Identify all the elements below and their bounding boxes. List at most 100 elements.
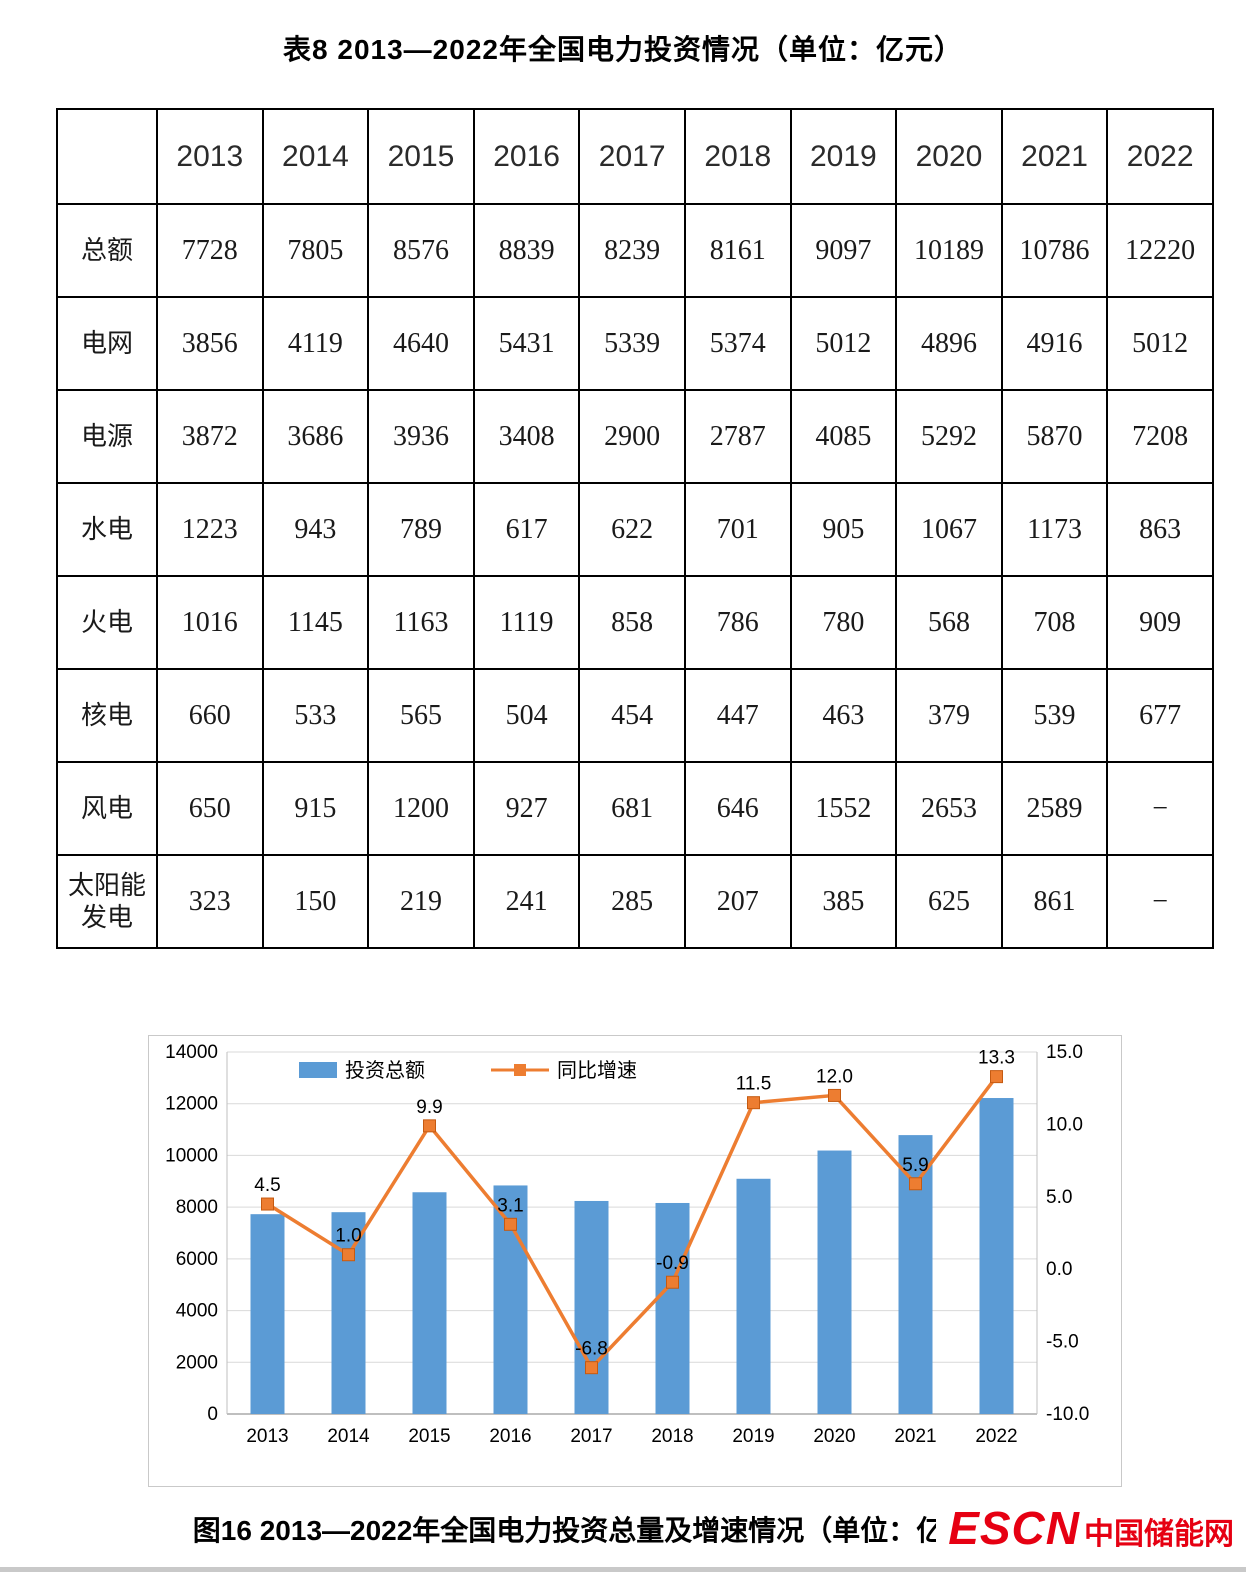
row-label: 总额 — [56, 203, 158, 298]
table-cell: 4640 — [367, 296, 475, 391]
chart-marker — [261, 1197, 274, 1211]
chart-line — [266, 1075, 998, 1371]
table-cell: − — [1106, 854, 1214, 949]
row-label: 水电 — [56, 482, 158, 577]
table-row: 核电 660 533 565 504 454 447 463 379 539 677 — [56, 668, 1214, 763]
table-cell: 1067 — [895, 482, 1003, 577]
chart-bar — [655, 1202, 690, 1414]
table-cell: 943 — [261, 482, 370, 577]
row-label: 电网 — [56, 296, 158, 391]
table-cell: 219 — [367, 854, 475, 949]
chart-marker — [828, 1088, 841, 1102]
x-axis-tick: 2019 — [732, 1426, 774, 1447]
table-cell: 150 — [261, 854, 370, 949]
chart-marker — [342, 1248, 355, 1262]
year-header: 2016 — [472, 108, 581, 205]
table-cell: 533 — [261, 668, 370, 763]
table-cell: 3408 — [472, 389, 581, 484]
table-cell: 650 — [156, 761, 264, 856]
point-label: -6.8 — [575, 1339, 608, 1360]
table-cell: 909 — [1106, 575, 1214, 670]
table-cell: 447 — [683, 668, 792, 763]
x-axis-tick: 2013 — [246, 1426, 288, 1447]
table-cell: 323 — [156, 854, 264, 949]
table-cell: 789 — [367, 482, 475, 577]
table-row: 水电 1223 943 789 617 622 701 905 1067 1173 863 — [56, 482, 1214, 577]
table-cell: 622 — [578, 482, 686, 577]
escn-logo: ESCN 中国储能网 — [936, 1505, 1234, 1551]
table-cell: 1145 — [261, 575, 370, 670]
right-axis-tick: -5.0 — [1046, 1332, 1079, 1353]
table-row: 火电 1016 1145 1163 1119 858 786 780 568 708 909 — [56, 575, 1214, 670]
year-header: 2019 — [789, 108, 898, 205]
year-header: 2021 — [1000, 108, 1109, 205]
table-title: 表8 2013—2022年全国电力投资情况（单位：亿元） — [283, 34, 963, 65]
row-label: 风电 — [56, 761, 158, 856]
table-cell: 1016 — [156, 575, 264, 670]
year-header: 2013 — [156, 108, 264, 205]
point-label: 11.5 — [736, 1074, 772, 1095]
page-bottom-edge — [0, 1567, 1246, 1572]
chart-marker — [747, 1096, 760, 1110]
power-investment-table: 2013 2014 2015 2016 2017 2018 2019 2020 2021 2022… — [56, 108, 1214, 949]
table-cell: 241 — [472, 854, 581, 949]
point-label: 5.9 — [902, 1155, 928, 1176]
x-axis-tick: 2018 — [651, 1426, 693, 1447]
table-cell: 905 — [789, 482, 898, 577]
table-cell: 8161 — [683, 203, 792, 298]
table-cell: 565 — [367, 668, 475, 763]
table-cell: 7208 — [1106, 389, 1214, 484]
table-cell: 2787 — [683, 389, 792, 484]
table-cell: 504 — [472, 668, 581, 763]
table-cell: 786 — [683, 575, 792, 670]
table-cell: 617 — [472, 482, 581, 577]
table-cell: 1200 — [367, 761, 475, 856]
row-label: 电源 — [56, 389, 158, 484]
table-cell: 927 — [472, 761, 581, 856]
table-cell: 3936 — [367, 389, 475, 484]
year-header: 2017 — [578, 108, 686, 205]
table-cell: 385 — [789, 854, 898, 949]
table-cell: 3872 — [156, 389, 264, 484]
table-cell: 7728 — [156, 203, 264, 298]
table-cell: 677 — [1106, 668, 1214, 763]
table-cell: 5339 — [578, 296, 686, 391]
table-cell: 207 — [683, 854, 792, 949]
left-axis-tick: 2000 — [176, 1352, 218, 1373]
chart-marker — [909, 1177, 922, 1191]
x-axis-tick: 2020 — [813, 1426, 855, 1447]
table-cell: 12220 — [1106, 203, 1214, 298]
x-axis-tick: 2015 — [408, 1426, 450, 1447]
table-cell: 10189 — [895, 203, 1003, 298]
x-axis-tick: 2022 — [975, 1426, 1017, 1447]
table-cell: 1119 — [472, 575, 581, 670]
right-axis-tick: 0.0 — [1046, 1259, 1072, 1280]
point-label: 3.1 — [497, 1195, 523, 1216]
table-cell: 2900 — [578, 389, 686, 484]
x-axis-tick: 2021 — [894, 1426, 936, 1447]
table-cell: 1223 — [156, 482, 264, 577]
table-cell: 701 — [683, 482, 792, 577]
table-cell: 2589 — [1000, 761, 1109, 856]
table-cell: 5870 — [1000, 389, 1109, 484]
left-axis-tick: 14000 — [165, 1042, 218, 1063]
table-row: 总额 7728 7805 8576 8839 8239 8161 9097 10189 10786… — [56, 203, 1214, 298]
table-cell: 4085 — [789, 389, 898, 484]
table-cell: 5292 — [895, 389, 1003, 484]
year-header: 2020 — [895, 108, 1003, 205]
legend-swatch-bar — [299, 1062, 337, 1078]
right-axis-tick: 15.0 — [1046, 1042, 1083, 1063]
chart-bar — [412, 1192, 447, 1414]
row-label: 核电 — [56, 668, 158, 763]
table-cell: 10786 — [1000, 203, 1109, 298]
table-cell: 646 — [683, 761, 792, 856]
table-cell: 568 — [895, 575, 1003, 670]
legend-label-bar: 投资总额 — [345, 1059, 425, 1082]
table-cell: 379 — [895, 668, 1003, 763]
table-cell: 5431 — [472, 296, 581, 391]
escn-logo-abbr: ESCN — [948, 1502, 1080, 1554]
point-label: -0.9 — [656, 1253, 689, 1274]
table-row: 电源 3872 3686 3936 3408 2900 2787 4085 5292 5870 72… — [56, 389, 1214, 484]
table-cell: 4916 — [1000, 296, 1109, 391]
chart-marker — [585, 1361, 598, 1375]
